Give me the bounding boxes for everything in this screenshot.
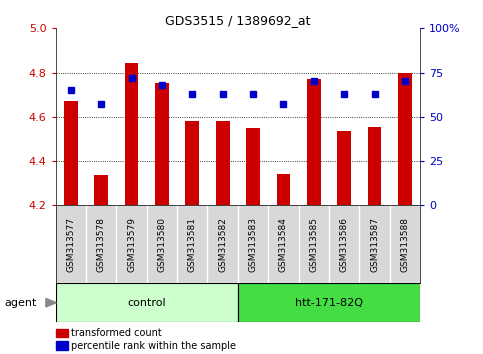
Text: control: control bbox=[128, 298, 166, 308]
Text: percentile rank within the sample: percentile rank within the sample bbox=[71, 341, 237, 350]
Bar bbox=[398, 73, 412, 205]
Text: GSM313580: GSM313580 bbox=[157, 217, 167, 272]
Bar bbox=[307, 79, 321, 205]
Bar bbox=[238, 283, 420, 322]
Bar bbox=[277, 175, 290, 205]
Text: GSM313588: GSM313588 bbox=[400, 217, 410, 272]
Bar bbox=[246, 128, 260, 205]
Text: htt-171-82Q: htt-171-82Q bbox=[295, 298, 363, 308]
Bar bbox=[185, 121, 199, 205]
Bar bbox=[338, 131, 351, 205]
Title: GDS3515 / 1389692_at: GDS3515 / 1389692_at bbox=[165, 14, 311, 27]
Text: GSM313587: GSM313587 bbox=[370, 217, 379, 272]
Text: GSM313586: GSM313586 bbox=[340, 217, 349, 272]
Text: GSM313577: GSM313577 bbox=[66, 217, 75, 272]
Bar bbox=[125, 63, 138, 205]
Bar bbox=[56, 283, 238, 322]
Bar bbox=[64, 101, 78, 205]
Bar bbox=[368, 127, 382, 205]
Text: GSM313584: GSM313584 bbox=[279, 217, 288, 272]
Text: transformed count: transformed count bbox=[71, 328, 162, 338]
Bar bbox=[155, 82, 169, 205]
Text: GSM313585: GSM313585 bbox=[309, 217, 318, 272]
Text: GSM313578: GSM313578 bbox=[97, 217, 106, 272]
Text: GSM313581: GSM313581 bbox=[188, 217, 197, 272]
Text: GSM313582: GSM313582 bbox=[218, 217, 227, 272]
Text: agent: agent bbox=[5, 298, 37, 308]
Bar bbox=[216, 121, 229, 205]
Text: GSM313583: GSM313583 bbox=[249, 217, 257, 272]
Text: GSM313579: GSM313579 bbox=[127, 217, 136, 272]
Bar bbox=[94, 176, 108, 205]
